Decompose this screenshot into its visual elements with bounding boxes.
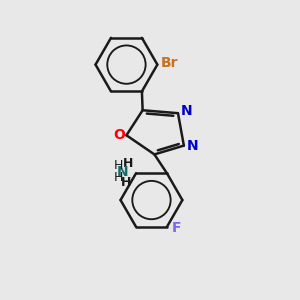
Text: H: H — [123, 157, 133, 170]
Text: N: N — [187, 139, 198, 153]
Text: Br: Br — [161, 56, 178, 70]
Text: O: O — [113, 128, 125, 142]
Text: H: H — [121, 176, 132, 189]
Text: N: N — [181, 104, 193, 118]
Text: N: N — [117, 165, 129, 179]
Text: H: H — [114, 171, 123, 184]
Text: H: H — [114, 159, 123, 172]
Text: F: F — [171, 221, 181, 235]
